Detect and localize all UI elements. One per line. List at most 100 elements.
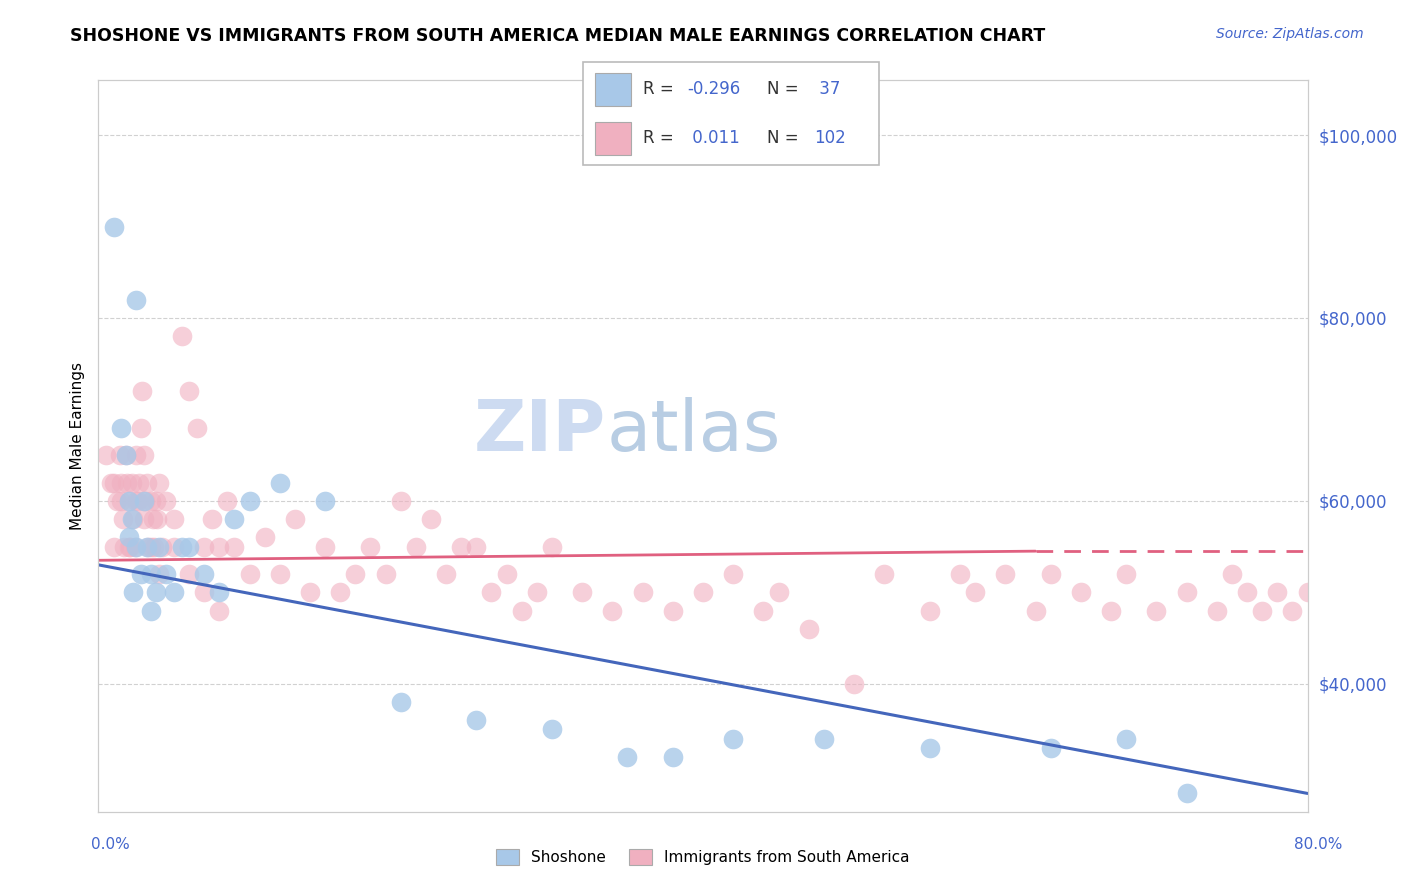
FancyBboxPatch shape <box>583 62 879 165</box>
Point <box>215 493 238 508</box>
Point <box>1175 787 1198 801</box>
Point <box>118 493 141 508</box>
Point <box>122 585 145 599</box>
Point <box>723 731 745 746</box>
Point <box>122 512 145 526</box>
Point <box>105 493 128 508</box>
Text: 80.0%: 80.0% <box>1295 838 1343 852</box>
Point <box>121 512 143 526</box>
Point <box>150 540 173 554</box>
Point <box>155 567 177 582</box>
Point <box>481 585 503 599</box>
Point <box>134 493 156 508</box>
Point <box>110 475 132 490</box>
Text: atlas: atlas <box>606 397 780 466</box>
Point <box>110 420 132 434</box>
Point <box>121 475 143 490</box>
Point <box>148 475 170 490</box>
Point <box>132 512 155 526</box>
Point <box>844 676 866 690</box>
Point <box>434 567 457 582</box>
Point <box>1281 603 1303 617</box>
Point <box>918 740 941 755</box>
Point <box>115 475 138 490</box>
Point <box>540 540 562 554</box>
Point <box>127 493 149 508</box>
Point <box>314 540 336 554</box>
Legend: Shoshone, Immigrants from South America: Shoshone, Immigrants from South America <box>491 843 915 871</box>
Point <box>1146 603 1168 617</box>
Point <box>132 448 155 462</box>
Point <box>208 603 231 617</box>
Point <box>141 567 163 582</box>
Point <box>224 540 246 554</box>
Point <box>723 567 745 582</box>
Point <box>1039 740 1062 755</box>
Point <box>631 585 654 599</box>
Point <box>1251 603 1274 617</box>
Point <box>602 603 624 617</box>
Text: N =: N = <box>766 80 803 98</box>
Point <box>124 540 146 554</box>
Text: SHOSHONE VS IMMIGRANTS FROM SOUTH AMERICA MEDIAN MALE EARNINGS CORRELATION CHART: SHOSHONE VS IMMIGRANTS FROM SOUTH AMERIC… <box>70 27 1046 45</box>
Point <box>103 475 125 490</box>
Point <box>873 567 896 582</box>
Point <box>752 603 775 617</box>
Point <box>145 585 167 599</box>
Text: 0.0%: 0.0% <box>91 838 131 852</box>
Point <box>405 540 427 554</box>
Text: R =: R = <box>643 129 679 147</box>
Point <box>118 493 141 508</box>
Point <box>389 695 412 709</box>
Point <box>125 540 148 554</box>
Point <box>94 448 117 462</box>
Point <box>253 530 276 544</box>
Y-axis label: Median Male Earnings: Median Male Earnings <box>69 362 84 530</box>
Point <box>179 540 201 554</box>
Point <box>110 493 132 508</box>
Point <box>125 493 148 508</box>
Point <box>179 384 201 398</box>
Point <box>208 540 231 554</box>
Point <box>526 585 548 599</box>
Point <box>148 540 170 554</box>
FancyBboxPatch shape <box>595 122 631 155</box>
Point <box>1115 731 1137 746</box>
Point <box>163 512 186 526</box>
Point <box>163 585 186 599</box>
Point <box>420 512 443 526</box>
Point <box>155 493 177 508</box>
Point <box>111 512 134 526</box>
Point <box>120 540 142 554</box>
Point <box>193 540 215 554</box>
Point <box>143 540 166 554</box>
Point <box>141 493 163 508</box>
Point <box>571 585 593 599</box>
Point <box>994 567 1017 582</box>
Point <box>163 540 186 554</box>
Point <box>299 585 322 599</box>
Point <box>224 512 246 526</box>
Point <box>135 475 157 490</box>
Point <box>360 540 382 554</box>
Point <box>118 530 141 544</box>
Point <box>1267 585 1289 599</box>
Point <box>193 567 215 582</box>
Point <box>329 585 352 599</box>
Point <box>129 420 152 434</box>
Point <box>112 540 135 554</box>
Point <box>135 540 157 554</box>
Point <box>495 567 517 582</box>
Point <box>661 749 683 764</box>
Point <box>186 420 208 434</box>
Point <box>1175 585 1198 599</box>
Point <box>1115 567 1137 582</box>
Point <box>128 475 150 490</box>
Point <box>141 603 163 617</box>
Point <box>813 731 835 746</box>
Point <box>239 493 262 508</box>
Point <box>114 448 136 462</box>
Point <box>269 475 291 490</box>
Point <box>616 749 638 764</box>
Point <box>949 567 972 582</box>
